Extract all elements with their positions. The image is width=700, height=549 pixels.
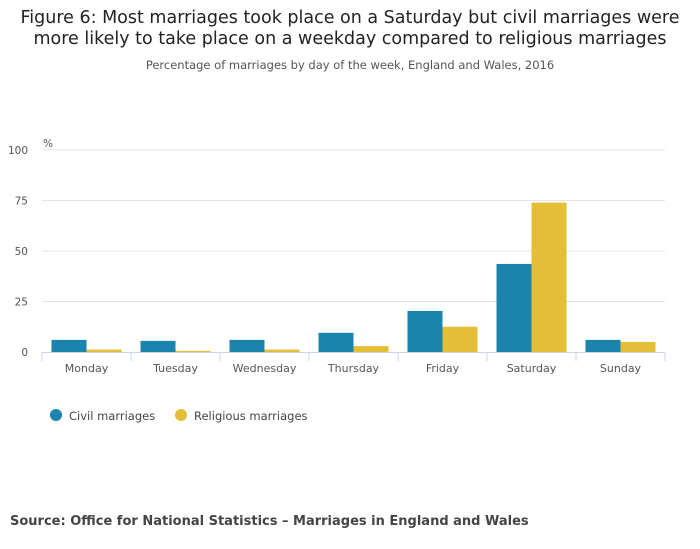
bar-civil-marriages xyxy=(318,332,354,352)
bar-religious-marriages xyxy=(86,349,122,352)
bar-religious-marriages xyxy=(353,346,389,352)
x-tick-label: Friday xyxy=(426,362,460,375)
bar-religious-marriages xyxy=(442,326,478,352)
bar-religious-marriages xyxy=(531,202,567,352)
y-axis-label: % xyxy=(43,138,53,150)
source-note: Source: Office for National Statistics –… xyxy=(10,514,529,529)
x-tick-label: Sunday xyxy=(600,362,642,375)
bar-civil-marriages xyxy=(585,339,621,352)
bar-religious-marriages xyxy=(264,349,300,352)
legend-label: Civil marriages xyxy=(69,409,155,423)
x-tick-label: Saturday xyxy=(507,362,557,375)
legend-label: Religious marriages xyxy=(194,409,308,423)
x-tick-label: Wednesday xyxy=(233,362,297,375)
x-tick-label: Thursday xyxy=(327,362,380,375)
x-tick-label: Monday xyxy=(65,362,109,375)
bar-civil-marriages xyxy=(407,310,443,352)
chart-subtitle: Percentage of marriages by day of the we… xyxy=(145,58,555,72)
bar-civil-marriages xyxy=(140,340,176,352)
legend-marker xyxy=(175,409,187,421)
y-tick-label: 0 xyxy=(21,347,28,359)
bar-religious-marriages xyxy=(620,341,656,352)
y-tick-label: 75 xyxy=(15,196,28,208)
x-tick-label: Tuesday xyxy=(152,362,198,375)
bar-religious-marriages xyxy=(175,350,211,352)
chart-title: Figure 6: Most marriages took place on a… xyxy=(20,8,680,49)
bar-civil-marriages xyxy=(229,339,265,352)
y-tick-label: 100 xyxy=(8,145,28,157)
legend-marker xyxy=(50,409,62,421)
bar-civil-marriages xyxy=(496,263,532,352)
y-tick-label: 50 xyxy=(15,246,28,258)
y-tick-label: 25 xyxy=(15,297,28,309)
bar-civil-marriages xyxy=(51,339,87,352)
